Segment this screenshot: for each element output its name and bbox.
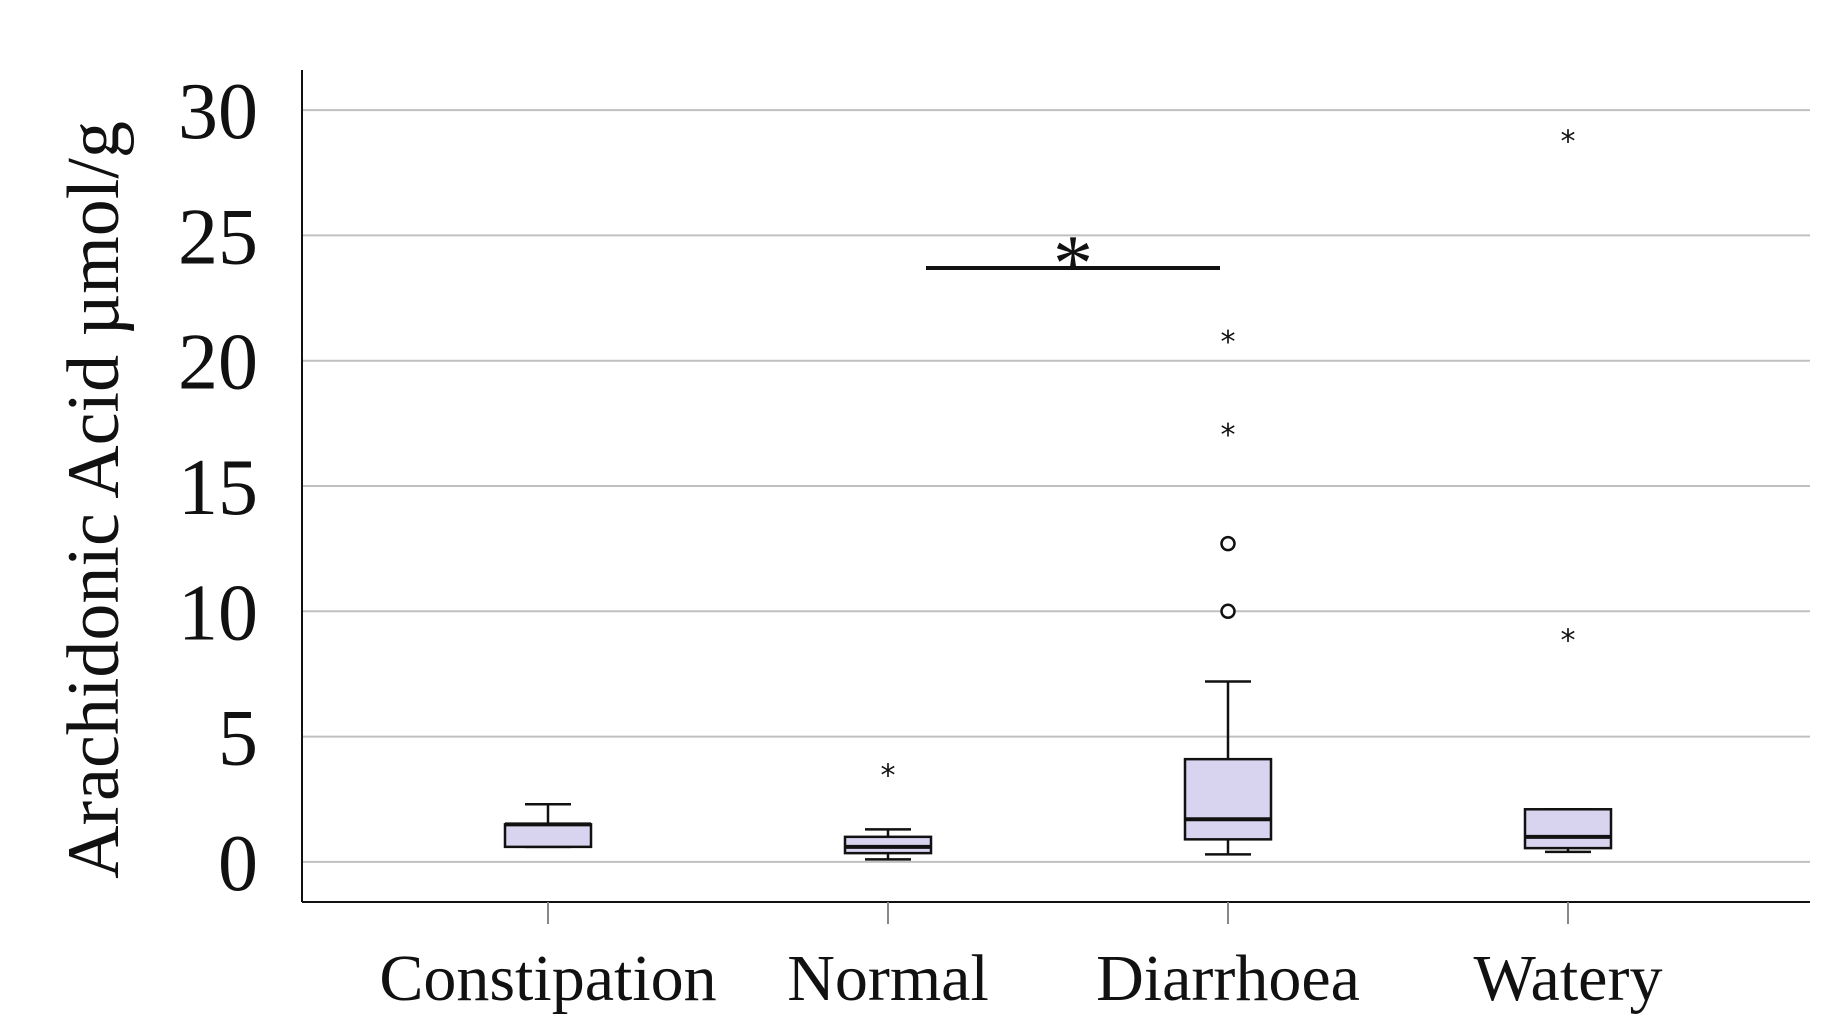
x-tick-label-constipation: Constipation — [379, 942, 716, 1015]
box-group-watery: ** — [1523, 125, 1613, 854]
significance-annotations: * — [926, 220, 1220, 308]
extreme-watery-1: * — [1561, 125, 1576, 160]
box-group-constipation — [503, 803, 593, 849]
outlier-diarrhoea-1 — [1220, 535, 1236, 552]
x-tick-label-diarrhoea: Diarrhoea — [1096, 942, 1360, 1015]
x-tick-label-normal: Normal — [787, 942, 989, 1015]
box-group-normal: * — [843, 759, 933, 861]
x-tick-label-watery: Watery — [1474, 942, 1663, 1015]
boxes: ***** — [503, 125, 1613, 861]
y-tick-label-10: 10 — [178, 569, 258, 657]
x-tick-labels: Constipation Normal Diarrhoea Watery — [379, 902, 1662, 1015]
y-tick-label-20: 20 — [178, 319, 258, 407]
y-tick-label-30: 30 — [178, 68, 258, 156]
gridlines — [302, 109, 1810, 863]
y-tick-label-5: 5 — [218, 695, 258, 783]
y-axis-title: Arachidonic Acid µmol/g — [53, 121, 135, 879]
box-group-diarrhoea: ** — [1183, 325, 1273, 856]
box-diarrhoea — [1183, 757, 1273, 841]
outlier-diarrhoea-0 — [1220, 603, 1236, 620]
extreme-diarrhoea-0: * — [1221, 418, 1236, 453]
extreme-diarrhoea-1: * — [1221, 325, 1236, 360]
extreme-normal-0: * — [881, 759, 896, 794]
axes — [301, 70, 1810, 903]
significance-label-0: * — [1053, 220, 1093, 308]
y-tick-label-0: 0 — [218, 820, 258, 908]
box-constipation — [503, 823, 593, 849]
box-watery — [1523, 808, 1613, 850]
y-tick-label-15: 15 — [178, 444, 258, 532]
y-tick-labels: 0 5 10 15 20 25 30 — [178, 68, 258, 908]
y-tick-label-25: 25 — [178, 193, 258, 281]
extreme-watery-0: * — [1561, 623, 1576, 658]
